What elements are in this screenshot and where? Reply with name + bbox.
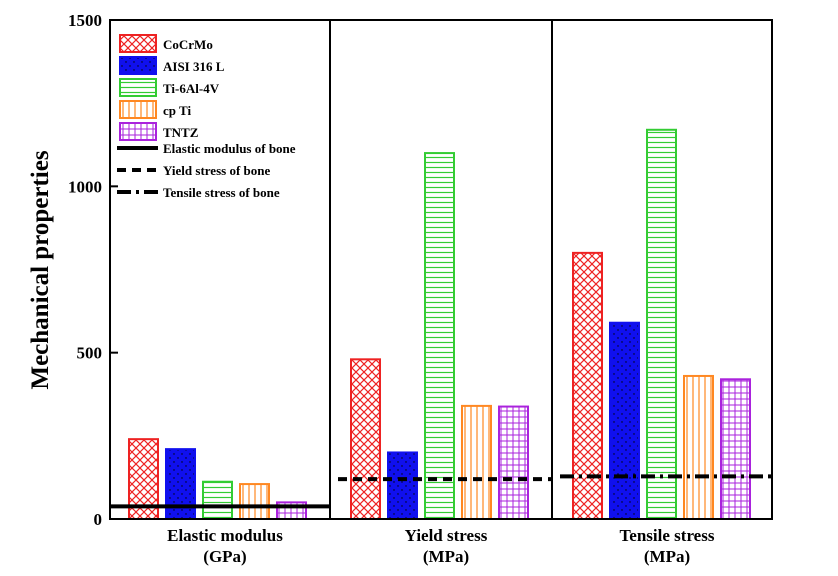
x-group-unit: (MPa) [423, 547, 469, 566]
bar [609, 321, 640, 520]
legend-label: TNTZ [163, 125, 199, 140]
legend-swatch [119, 122, 157, 141]
legend-label: cp Ti [163, 103, 191, 118]
plot-frame [109, 19, 773, 520]
legend-label: AISI 316 L [163, 59, 225, 74]
legend-label: Yield stress of bone [163, 163, 270, 178]
y-tick-label: 500 [77, 344, 103, 363]
legend-item: Tensile stress of bone [117, 185, 280, 200]
y-axis: 0 500 1000 1500 [68, 11, 118, 529]
legend-item: Ti-6Al-4V [119, 78, 220, 97]
legend-item: TNTZ [119, 122, 199, 141]
y-tick-label: 0 [94, 510, 103, 529]
legend-swatch [119, 34, 157, 53]
legend-label: CoCrMo [163, 37, 213, 52]
bar [165, 448, 196, 521]
x-group-unit: (GPa) [203, 547, 246, 566]
x-axis-labels: Elastic modulus (GPa) Yield stress (MPa) Ten… [167, 526, 715, 566]
bar [202, 480, 233, 520]
y-axis-label: Mechanical properties [27, 150, 54, 389]
legend-swatch [119, 56, 157, 75]
legend-item: CoCrMo [119, 34, 213, 53]
x-group-label: Tensile stress [620, 526, 715, 545]
bar [646, 128, 677, 520]
legend-label: Ti-6Al-4V [163, 81, 220, 96]
bar [683, 374, 714, 520]
legend-item: AISI 316 L [119, 56, 225, 75]
y-tick-label: 1500 [68, 11, 102, 30]
bar [350, 358, 381, 520]
x-group-unit: (MPa) [644, 547, 690, 566]
reference-lines-layer [110, 474, 772, 509]
y-tick-label: 1000 [68, 177, 102, 196]
legend-swatch [119, 78, 157, 97]
x-group-label: Yield stress [405, 526, 488, 545]
bar [424, 152, 455, 520]
legend-item: Yield stress of bone [117, 163, 270, 178]
legend-item: cp Ti [119, 100, 191, 119]
legend-item: Elastic modulus of bone [117, 141, 296, 156]
legend: CoCrMo AISI 316 L Ti-6Al-4V cp Ti TNTZElasti… [117, 34, 296, 200]
bar [239, 483, 270, 521]
legend-swatch [119, 100, 157, 119]
legend-label: Tensile stress of bone [163, 185, 280, 200]
x-group-label: Elastic modulus [167, 526, 283, 545]
bar [720, 378, 751, 520]
bar [387, 451, 418, 521]
bar [461, 404, 492, 521]
bar [572, 251, 603, 520]
legend-label: Elastic modulus of bone [163, 141, 296, 156]
bar [498, 405, 529, 520]
